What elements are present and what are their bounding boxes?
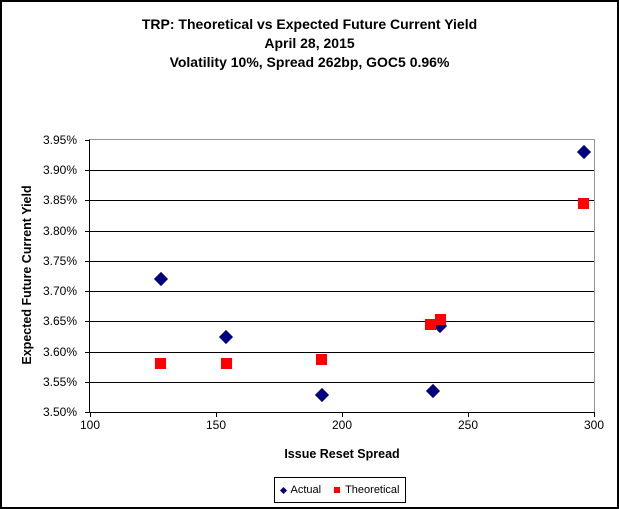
x-tick-label: 200 bbox=[331, 418, 353, 432]
legend-label-theoretical: Theoretical bbox=[345, 484, 400, 496]
y-axis-tick bbox=[85, 261, 89, 262]
y-axis-tick bbox=[85, 321, 89, 322]
legend-item-actual: Actual bbox=[279, 484, 322, 496]
y-tick-label: 3.80% bbox=[42, 224, 77, 238]
y-axis-tick bbox=[85, 140, 89, 141]
data-point-theoretical bbox=[424, 318, 436, 330]
y-axis-tick bbox=[85, 352, 89, 353]
legend-item-theoretical: Theoretical bbox=[334, 484, 400, 496]
data-point-theoretical bbox=[434, 314, 446, 326]
chart-subtitle-date: April 28, 2015 bbox=[264, 35, 355, 51]
y-axis-title: Expected Future Current Yield bbox=[20, 185, 34, 365]
gridline bbox=[90, 200, 594, 201]
x-axis-tick bbox=[216, 412, 217, 417]
y-tick-label: 3.75% bbox=[42, 254, 77, 268]
y-axis-tick bbox=[85, 170, 89, 171]
gridline bbox=[90, 291, 594, 292]
gridline bbox=[90, 170, 594, 171]
x-tick-label: 150 bbox=[205, 418, 227, 432]
actual-diamond-icon bbox=[279, 486, 287, 494]
x-axis-tick bbox=[594, 412, 595, 417]
y-tick-label: 3.50% bbox=[42, 405, 77, 419]
y-axis-tick bbox=[85, 382, 89, 383]
y-axis-tick bbox=[85, 200, 89, 201]
legend-label-actual: Actual bbox=[290, 484, 322, 496]
y-axis-tick bbox=[85, 291, 89, 292]
y-tick-label: 3.55% bbox=[42, 375, 77, 389]
gridline bbox=[90, 352, 594, 353]
x-axis-tick bbox=[342, 412, 343, 417]
gridline bbox=[90, 382, 594, 383]
x-axis-title: Issue Reset Spread bbox=[284, 447, 400, 461]
y-axis-tick bbox=[85, 412, 89, 413]
x-tick-label: 100 bbox=[79, 418, 101, 432]
chart-subtitle-params: Volatility 10%, Spread 262bp, GOC5 0.96% bbox=[169, 54, 450, 70]
x-tick-label: 250 bbox=[457, 418, 479, 432]
gridline bbox=[90, 321, 594, 322]
y-tick-label: 3.85% bbox=[42, 193, 77, 207]
data-point-theoretical bbox=[578, 197, 590, 209]
y-tick-label: 3.95% bbox=[42, 133, 77, 147]
x-axis-tick bbox=[468, 412, 469, 417]
chart-title: TRP: Theoretical vs Expected Future Curr… bbox=[141, 16, 478, 32]
y-tick-label: 3.70% bbox=[42, 284, 77, 298]
data-point-theoretical bbox=[316, 353, 328, 365]
x-axis-tick bbox=[90, 412, 91, 417]
gridline bbox=[90, 231, 594, 232]
chart-title-block: TRP: Theoretical vs Expected Future Curr… bbox=[2, 15, 617, 72]
legend: Actual Theoretical bbox=[274, 477, 406, 503]
y-tick-label: 3.65% bbox=[42, 314, 77, 328]
data-point-theoretical bbox=[220, 358, 232, 370]
gridline bbox=[90, 261, 594, 262]
theoretical-square-icon bbox=[334, 487, 341, 493]
x-tick-label: 300 bbox=[583, 418, 605, 432]
y-tick-label: 3.60% bbox=[42, 345, 77, 359]
y-axis-tick bbox=[85, 231, 89, 232]
y-tick-label: 3.90% bbox=[42, 163, 77, 177]
data-point-theoretical bbox=[155, 358, 167, 370]
